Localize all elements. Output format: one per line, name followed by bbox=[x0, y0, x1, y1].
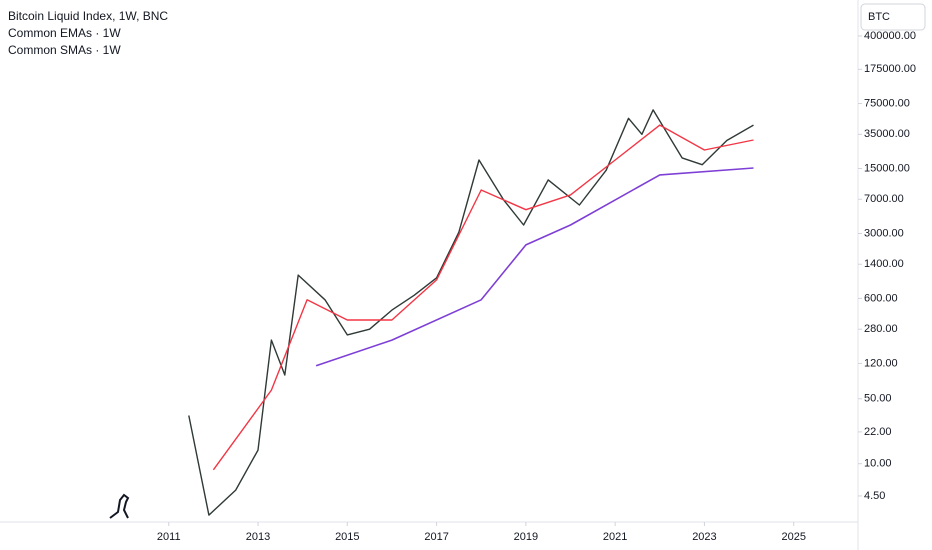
y-tick-label: 50.00 bbox=[864, 393, 892, 405]
legend-ema: Common EMAs · 1W bbox=[8, 26, 121, 40]
logo bbox=[109, 493, 130, 519]
y-tick-label: 175000.00 bbox=[864, 63, 916, 75]
x-tick-label: 2025 bbox=[781, 531, 805, 543]
x-tick-label: 2011 bbox=[157, 531, 181, 543]
y-tick-label: 15000.00 bbox=[864, 162, 910, 174]
y-tick-label: 120.00 bbox=[864, 357, 898, 369]
y-tick-label: 10.00 bbox=[864, 458, 892, 470]
unit-box[interactable] bbox=[860, 3, 926, 31]
y-tick-label: 35000.00 bbox=[864, 128, 910, 140]
y-tick-label: 75000.00 bbox=[864, 97, 910, 109]
x-tick-label: 2019 bbox=[514, 531, 538, 543]
y-tick-label: 600.00 bbox=[864, 292, 898, 304]
x-tick-label: 2013 bbox=[246, 531, 270, 543]
y-tick-label: 1400.00 bbox=[864, 258, 904, 270]
unit-label[interactable]: BTC bbox=[868, 11, 890, 23]
legend-sma: Common SMAs · 1W bbox=[8, 43, 121, 57]
x-tick-label: 2015 bbox=[335, 531, 359, 543]
y-tick-label: 280.00 bbox=[864, 323, 898, 335]
x-tick-label: 2017 bbox=[424, 531, 448, 543]
logo-shape bbox=[109, 493, 130, 519]
y-tick-label: 4.50 bbox=[864, 490, 885, 502]
x-tick-label: 2023 bbox=[692, 531, 716, 543]
series-line bbox=[188, 109, 754, 516]
series-line bbox=[212, 124, 754, 471]
y-tick-label: 22.00 bbox=[864, 426, 892, 438]
series-line bbox=[315, 167, 754, 367]
y-tick-label: 400000.00 bbox=[864, 30, 916, 42]
y-tick-label: 7000.00 bbox=[864, 193, 904, 205]
legend-title: Bitcoin Liquid Index, 1W, BNC bbox=[8, 9, 168, 23]
x-tick-label: 2021 bbox=[603, 531, 627, 543]
y-tick-label: 3000.00 bbox=[864, 227, 904, 239]
